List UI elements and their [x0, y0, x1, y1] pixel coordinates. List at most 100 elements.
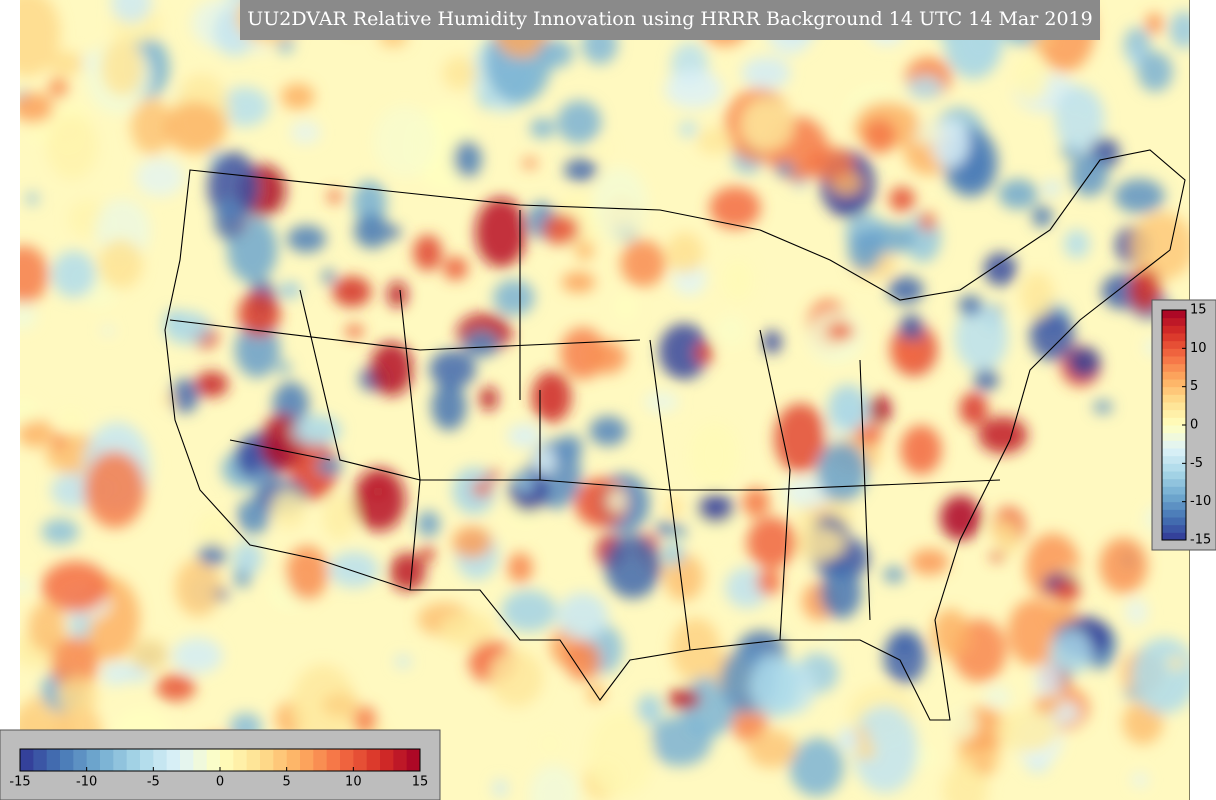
field-blob [373, 105, 437, 178]
field-blob [607, 488, 627, 513]
field-blob [41, 518, 80, 545]
colorbar-cell [353, 749, 368, 771]
colorbar-tick-label: 15 [412, 775, 429, 790]
field-blob [697, 493, 734, 524]
field-blob [868, 395, 892, 425]
field-blob [1122, 700, 1164, 745]
field-blob [848, 230, 883, 272]
field-blob [20, 419, 54, 448]
colorbar-cell [1162, 478, 1186, 487]
colorbar-tick-label: 10 [1190, 341, 1207, 356]
field-blob [900, 425, 942, 475]
colorbar-cell [393, 749, 408, 771]
colorbar-tick-label: 0 [1190, 418, 1198, 433]
field-blob [893, 636, 916, 655]
colorbar-cell [46, 749, 61, 771]
field-blob [354, 214, 391, 249]
colorbar-cell [1162, 509, 1186, 518]
field-blob [237, 291, 281, 337]
field-blob [852, 705, 918, 794]
field-blob [163, 311, 211, 345]
field-blob [950, 706, 977, 741]
field-blob [26, 192, 39, 206]
colorbar-cell [1162, 348, 1186, 357]
colorbar-cell [1162, 340, 1186, 349]
field-blob [883, 566, 905, 583]
field-blob [321, 692, 360, 718]
field-blob [556, 434, 583, 461]
colorbar-cell [1162, 402, 1186, 411]
field-blob [1114, 178, 1165, 214]
field-blob [887, 276, 924, 304]
field-blob [816, 441, 868, 503]
field-blob [1063, 229, 1090, 259]
field-blob [939, 495, 982, 541]
field-blob [894, 338, 924, 365]
field-blob [395, 655, 411, 668]
field-blob [910, 548, 949, 576]
field-blob [529, 764, 579, 800]
field-blob [899, 313, 923, 345]
field-blob [479, 386, 498, 411]
colorbars: -15 -10 -5 0 5 10 15 -15 -10 -5 0 5 10 15 [9, 303, 1211, 790]
field-blob [28, 602, 66, 653]
field-blob [413, 234, 443, 271]
colorbar-cell [1162, 432, 1186, 441]
colorbar-cell [1162, 317, 1186, 326]
field-blob [20, 399, 40, 424]
colorbar-cell [153, 749, 168, 771]
colorbar-cell [20, 749, 34, 771]
field-blob [101, 662, 129, 686]
colorbar-cell [140, 749, 154, 771]
field-blob [48, 77, 68, 100]
colorbar-cell [313, 749, 328, 771]
field-blob [56, 676, 98, 714]
field-blob [1093, 400, 1113, 414]
field-blob [978, 416, 1028, 454]
colorbar-tick-label: -15 [9, 775, 30, 790]
field-blob [472, 481, 492, 497]
field-blob [327, 189, 342, 204]
field-blob [172, 637, 223, 674]
field-blob [666, 232, 704, 274]
field-blob [826, 322, 855, 341]
field-blob [991, 518, 1018, 544]
field-blob [195, 511, 233, 549]
field-blob [954, 303, 1009, 372]
field-blob [806, 146, 855, 180]
colorbar-cell [1162, 524, 1186, 533]
colorbar-cell [1162, 463, 1186, 472]
field-blob [453, 139, 482, 178]
field-blob [234, 322, 281, 378]
colorbar-cell [180, 749, 194, 771]
field-blob [919, 211, 936, 232]
field-blob [51, 636, 99, 691]
field-blob [290, 120, 321, 144]
colorbar-cell [1162, 325, 1186, 334]
field-blob [1053, 578, 1081, 603]
field-blob [219, 87, 270, 127]
field-blob [855, 423, 883, 446]
field-blob [387, 281, 408, 308]
field-blob [907, 75, 943, 100]
field-blob [1040, 694, 1060, 714]
field-blob [853, 728, 870, 741]
field-blob [20, 579, 32, 593]
field-blob [741, 56, 791, 90]
field-blob [20, 92, 54, 123]
field-blob [41, 561, 110, 613]
colorbar-cell [1162, 386, 1186, 395]
field-blob [431, 382, 467, 431]
field-blob [655, 521, 676, 536]
colorbar-cell [326, 749, 341, 771]
field-blob [588, 710, 655, 798]
field-blob [827, 384, 869, 432]
field-blob [493, 779, 508, 798]
colorbar-cell [300, 749, 314, 771]
field-blob [747, 729, 798, 769]
field-blob [792, 526, 847, 562]
colorbar-cell [100, 749, 114, 771]
field-blob [667, 688, 701, 710]
field-blob [352, 180, 387, 225]
